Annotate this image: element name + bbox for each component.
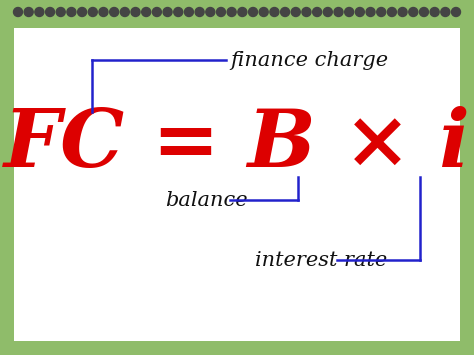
Circle shape	[430, 7, 439, 16]
Circle shape	[366, 7, 375, 16]
Circle shape	[35, 7, 44, 16]
Circle shape	[13, 7, 22, 16]
Circle shape	[238, 7, 247, 16]
Circle shape	[109, 7, 118, 16]
Circle shape	[131, 7, 140, 16]
Circle shape	[398, 7, 407, 16]
Circle shape	[291, 7, 300, 16]
Circle shape	[206, 7, 215, 16]
Circle shape	[270, 7, 279, 16]
Circle shape	[184, 7, 193, 16]
Circle shape	[302, 7, 311, 16]
Circle shape	[46, 7, 55, 16]
Circle shape	[67, 7, 76, 16]
Circle shape	[377, 7, 386, 16]
Circle shape	[387, 7, 396, 16]
Text: finance charge: finance charge	[230, 50, 388, 70]
Bar	[14, 28, 460, 341]
Circle shape	[174, 7, 183, 16]
Circle shape	[88, 7, 97, 16]
Circle shape	[227, 7, 236, 16]
Circle shape	[334, 7, 343, 16]
Circle shape	[217, 7, 226, 16]
Circle shape	[120, 7, 129, 16]
Circle shape	[259, 7, 268, 16]
Text: balance: balance	[165, 191, 247, 209]
Circle shape	[163, 7, 172, 16]
Circle shape	[24, 7, 33, 16]
Circle shape	[281, 7, 290, 16]
Circle shape	[248, 7, 257, 16]
Circle shape	[313, 7, 322, 16]
Circle shape	[142, 7, 151, 16]
Circle shape	[345, 7, 354, 16]
Circle shape	[78, 7, 87, 16]
Text: interest rate: interest rate	[255, 251, 387, 269]
Text: FC = B × i: FC = B × i	[4, 106, 470, 184]
Circle shape	[409, 7, 418, 16]
Circle shape	[323, 7, 332, 16]
Circle shape	[419, 7, 428, 16]
Circle shape	[99, 7, 108, 16]
Circle shape	[356, 7, 365, 16]
Circle shape	[452, 7, 461, 16]
Circle shape	[152, 7, 161, 16]
Circle shape	[195, 7, 204, 16]
Circle shape	[441, 7, 450, 16]
Circle shape	[56, 7, 65, 16]
